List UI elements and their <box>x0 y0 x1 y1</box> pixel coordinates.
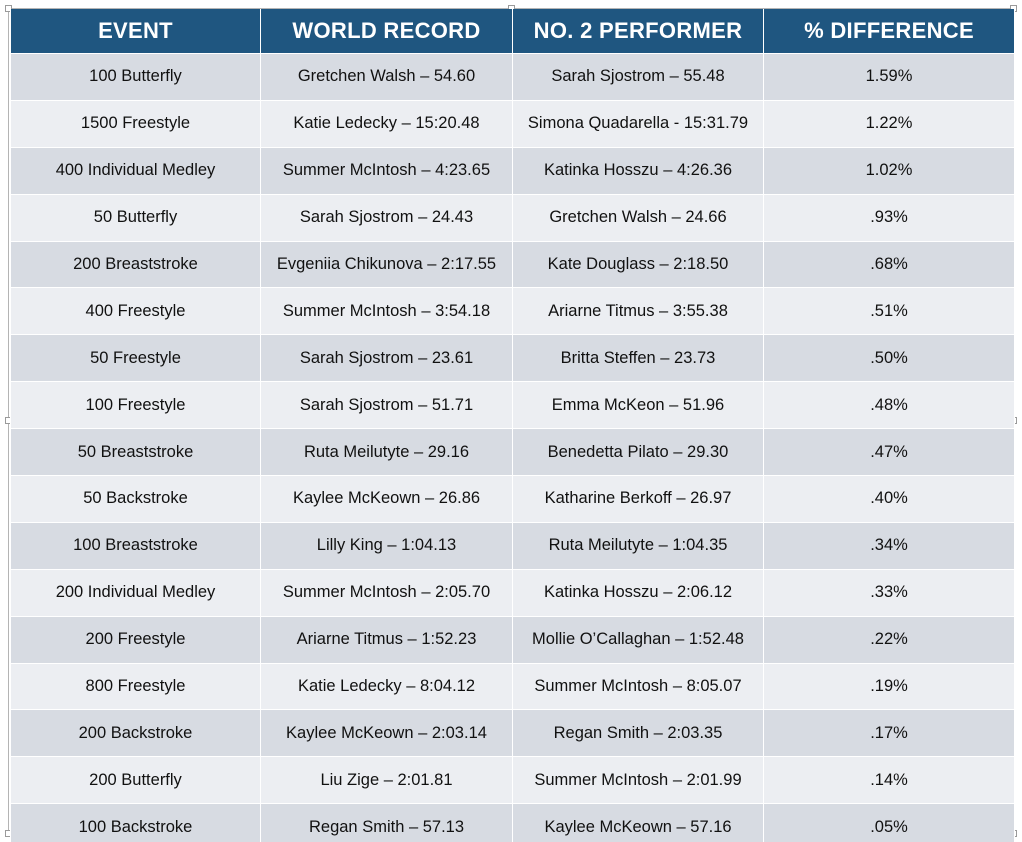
no2-performer-cell: Mollie O’Callaghan – 1:52.48 <box>512 615 764 664</box>
table-row: 200 Butterfly Liu Zige – 2:01.81 Summer Mc… <box>10 756 1015 804</box>
world-record-cell: Summer McIntosh – 3:54.18 <box>260 287 513 335</box>
world-record-cell: Summer McIntosh – 2:05.70 <box>260 568 513 617</box>
event-cell: 400 Individual Medley <box>10 146 261 195</box>
event-cell: 100 Breaststroke <box>10 521 261 570</box>
world-record-cell: Ruta Meilutyte – 29.16 <box>260 428 513 476</box>
table-row: 50 Breaststroke Ruta Meilutyte – 29.16 Ben… <box>10 428 1015 476</box>
difference-cell: .14% <box>763 756 1015 804</box>
event-cell: 200 Butterfly <box>10 756 261 804</box>
table-row: 100 Backstroke Regan Smith – 57.13 Kaylee … <box>10 803 1015 842</box>
world-record-cell: Sarah Sjostrom – 23.61 <box>260 334 513 382</box>
world-record-cell: Katie Ledecky – 15:20.48 <box>260 99 513 148</box>
no2-performer-cell: Katinka Hosszu – 2:06.12 <box>512 568 764 617</box>
header-difference: % DIFFERENCE <box>763 9 1015 54</box>
difference-cell: .50% <box>763 334 1015 382</box>
table-row: 1500 Freestyle Katie Ledecky – 15:20.48 Si… <box>10 99 1015 148</box>
difference-cell: .19% <box>763 662 1015 710</box>
event-cell: 50 Butterfly <box>10 193 261 242</box>
difference-cell: 1.59% <box>763 53 1015 101</box>
no2-performer-cell: Benedetta Pilato – 29.30 <box>512 428 764 476</box>
no2-performer-cell: Summer McIntosh – 2:01.99 <box>512 756 764 804</box>
no2-performer-cell: Emma McKeon – 51.96 <box>512 381 764 429</box>
world-record-cell: Summer McIntosh – 4:23.65 <box>260 146 513 195</box>
world-record-cell: Ariarne Titmus – 1:52.23 <box>260 615 513 664</box>
table-row: 100 Butterfly Gretchen Walsh – 54.60 Sarah… <box>10 53 1015 101</box>
table-row: 50 Freestyle Sarah Sjostrom – 23.61 Britta… <box>10 334 1015 382</box>
event-cell: 50 Breaststroke <box>10 428 261 476</box>
difference-cell: .17% <box>763 709 1015 757</box>
world-record-cell: Evgeniia Chikunova – 2:17.55 <box>260 240 513 288</box>
difference-cell: .40% <box>763 475 1015 523</box>
table-row: 400 Individual Medley Summer McIntosh – 4… <box>10 146 1015 195</box>
table-row: 100 Freestyle Sarah Sjostrom – 51.71 Emma … <box>10 381 1015 429</box>
difference-cell: .48% <box>763 381 1015 429</box>
event-cell: 200 Individual Medley <box>10 568 261 617</box>
difference-cell: .68% <box>763 240 1015 288</box>
no2-performer-cell: Katinka Hosszu – 4:26.36 <box>512 146 764 195</box>
no2-performer-cell: Simona Quadarella - 15:31.79 <box>512 99 764 148</box>
difference-cell: .33% <box>763 568 1015 617</box>
no2-performer-cell: Kate Douglass – 2:18.50 <box>512 240 764 288</box>
world-record-cell: Kaylee McKeown – 26.86 <box>260 475 513 523</box>
table-row: 800 Freestyle Katie Ledecky – 8:04.12 Summ… <box>10 662 1015 710</box>
table-row: 100 Breaststroke Lilly King – 1:04.13 Ruta… <box>10 521 1015 570</box>
difference-cell: .34% <box>763 521 1015 570</box>
world-record-cell: Sarah Sjostrom – 24.43 <box>260 193 513 242</box>
world-record-cell: Gretchen Walsh – 54.60 <box>260 53 513 101</box>
no2-performer-cell: Summer McIntosh – 8:05.07 <box>512 662 764 710</box>
event-cell: 50 Backstroke <box>10 475 261 523</box>
no2-performer-cell: Kaylee McKeown – 57.16 <box>512 803 764 842</box>
no2-performer-cell: Sarah Sjostrom – 55.48 <box>512 53 764 101</box>
difference-cell: .93% <box>763 193 1015 242</box>
world-record-cell: Regan Smith – 57.13 <box>260 803 513 842</box>
difference-cell: .51% <box>763 287 1015 335</box>
no2-performer-cell: Regan Smith – 2:03.35 <box>512 709 764 757</box>
table-header-row: EVENT WORLD RECORD NO. 2 PERFORMER % DIF… <box>10 9 1015 54</box>
difference-cell: .05% <box>763 803 1015 842</box>
world-record-table: EVENT WORLD RECORD NO. 2 PERFORMER % DIF… <box>10 9 1015 842</box>
header-world-record: WORLD RECORD <box>260 9 513 54</box>
event-cell: 200 Backstroke <box>10 709 261 757</box>
no2-performer-cell: Ariarne Titmus – 3:55.38 <box>512 287 764 335</box>
event-cell: 100 Backstroke <box>10 803 261 842</box>
table-row: 200 Freestyle Ariarne Titmus – 1:52.23 Mol… <box>10 615 1015 664</box>
difference-cell: .22% <box>763 615 1015 664</box>
table-row: 50 Backstroke Kaylee McKeown – 26.86 Katha… <box>10 475 1015 523</box>
no2-performer-cell: Ruta Meilutyte – 1:04.35 <box>512 521 764 570</box>
world-record-cell: Liu Zige – 2:01.81 <box>260 756 513 804</box>
event-cell: 400 Freestyle <box>10 287 261 335</box>
difference-cell: 1.02% <box>763 146 1015 195</box>
world-record-cell: Lilly King – 1:04.13 <box>260 521 513 570</box>
table-row: 200 Individual Medley Summer McIntosh – 2… <box>10 568 1015 617</box>
resize-handle-top-left[interactable] <box>5 5 12 12</box>
event-cell: 1500 Freestyle <box>10 99 261 148</box>
no2-performer-cell: Katharine Berkoff – 26.97 <box>512 475 764 523</box>
difference-cell: .47% <box>763 428 1015 476</box>
header-no2-performer: NO. 2 PERFORMER <box>512 9 764 54</box>
table-row: 400 Freestyle Summer McIntosh – 3:54.18 Ar… <box>10 287 1015 335</box>
event-cell: 200 Breaststroke <box>10 240 261 288</box>
difference-cell: 1.22% <box>763 99 1015 148</box>
table-row: 200 Backstroke Kaylee McKeown – 2:03.14 Re… <box>10 709 1015 757</box>
table-row: 50 Butterfly Sarah Sjostrom – 24.43 Gretch… <box>10 193 1015 242</box>
event-cell: 100 Butterfly <box>10 53 261 101</box>
world-record-cell: Sarah Sjostrom – 51.71 <box>260 381 513 429</box>
event-cell: 100 Freestyle <box>10 381 261 429</box>
event-cell: 200 Freestyle <box>10 615 261 664</box>
no2-performer-cell: Britta Steffen – 23.73 <box>512 334 764 382</box>
event-cell: 50 Freestyle <box>10 334 261 382</box>
world-record-cell: Katie Ledecky – 8:04.12 <box>260 662 513 710</box>
event-cell: 800 Freestyle <box>10 662 261 710</box>
no2-performer-cell: Gretchen Walsh – 24.66 <box>512 193 764 242</box>
world-record-cell: Kaylee McKeown – 2:03.14 <box>260 709 513 757</box>
header-event: EVENT <box>10 9 261 54</box>
table-row: 200 Breaststroke Evgeniia Chikunova – 2:1… <box>10 240 1015 288</box>
